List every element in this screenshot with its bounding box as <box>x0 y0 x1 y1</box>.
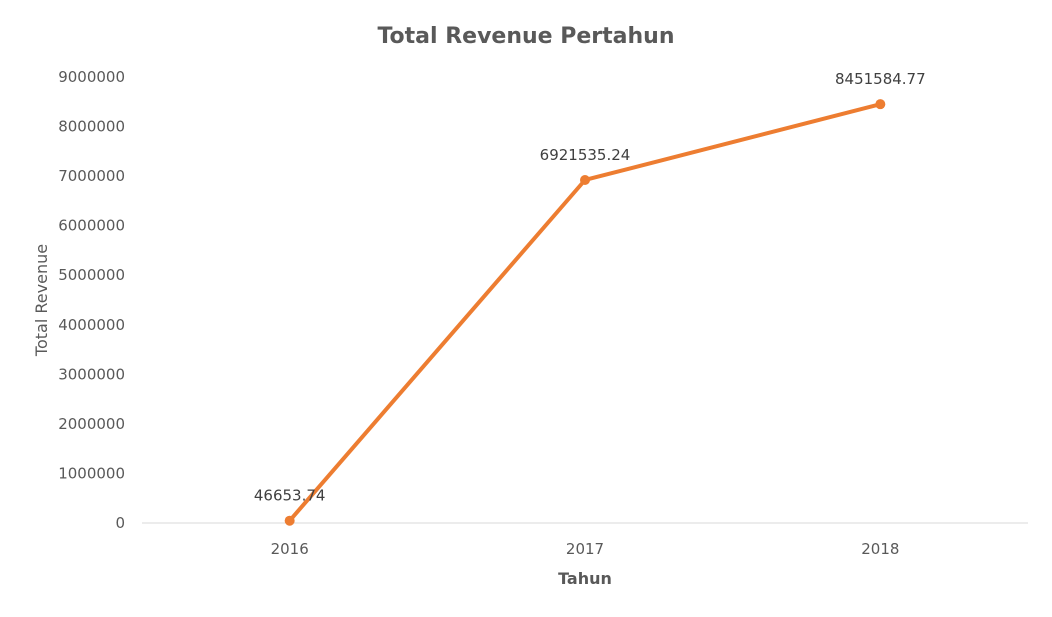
x-tick-label: 2017 <box>566 540 604 558</box>
y-tick-label: 8000000 <box>58 118 125 136</box>
y-tick-label: 2000000 <box>58 415 125 433</box>
y-tick-label: 1000000 <box>58 464 125 482</box>
y-tick-label: 7000000 <box>58 167 125 185</box>
data-label: 8451584.77 <box>835 70 926 88</box>
x-tick-label: 2016 <box>271 540 309 558</box>
y-tick-label: 5000000 <box>58 266 125 284</box>
y-tick-label: 3000000 <box>58 365 125 383</box>
y-tick-label: 9000000 <box>58 68 125 86</box>
chart-title: Total Revenue Pertahun <box>377 24 674 49</box>
data-label: 6921535.24 <box>540 146 631 164</box>
x-tick-label: 2018 <box>861 540 899 558</box>
x-axis-title: Tahun <box>558 569 612 588</box>
series-line <box>287 102 883 523</box>
series-layer <box>284 99 886 526</box>
data-point <box>875 99 886 110</box>
y-tick-label: 6000000 <box>58 217 125 235</box>
data-label: 46653.74 <box>254 487 326 505</box>
data-point <box>580 174 590 185</box>
y-tick-label: 0 <box>115 514 125 532</box>
y-axis-title: Total Revenue <box>32 244 51 357</box>
data-label-layer: 46653.74 6921535.24 8451584.77 <box>254 70 926 505</box>
axis-layer: 0 1000000 2000000 3000000 4000000 5000000 6000… <box>58 68 1028 558</box>
y-tick-label: 4000000 <box>58 316 125 334</box>
data-point <box>284 515 295 526</box>
